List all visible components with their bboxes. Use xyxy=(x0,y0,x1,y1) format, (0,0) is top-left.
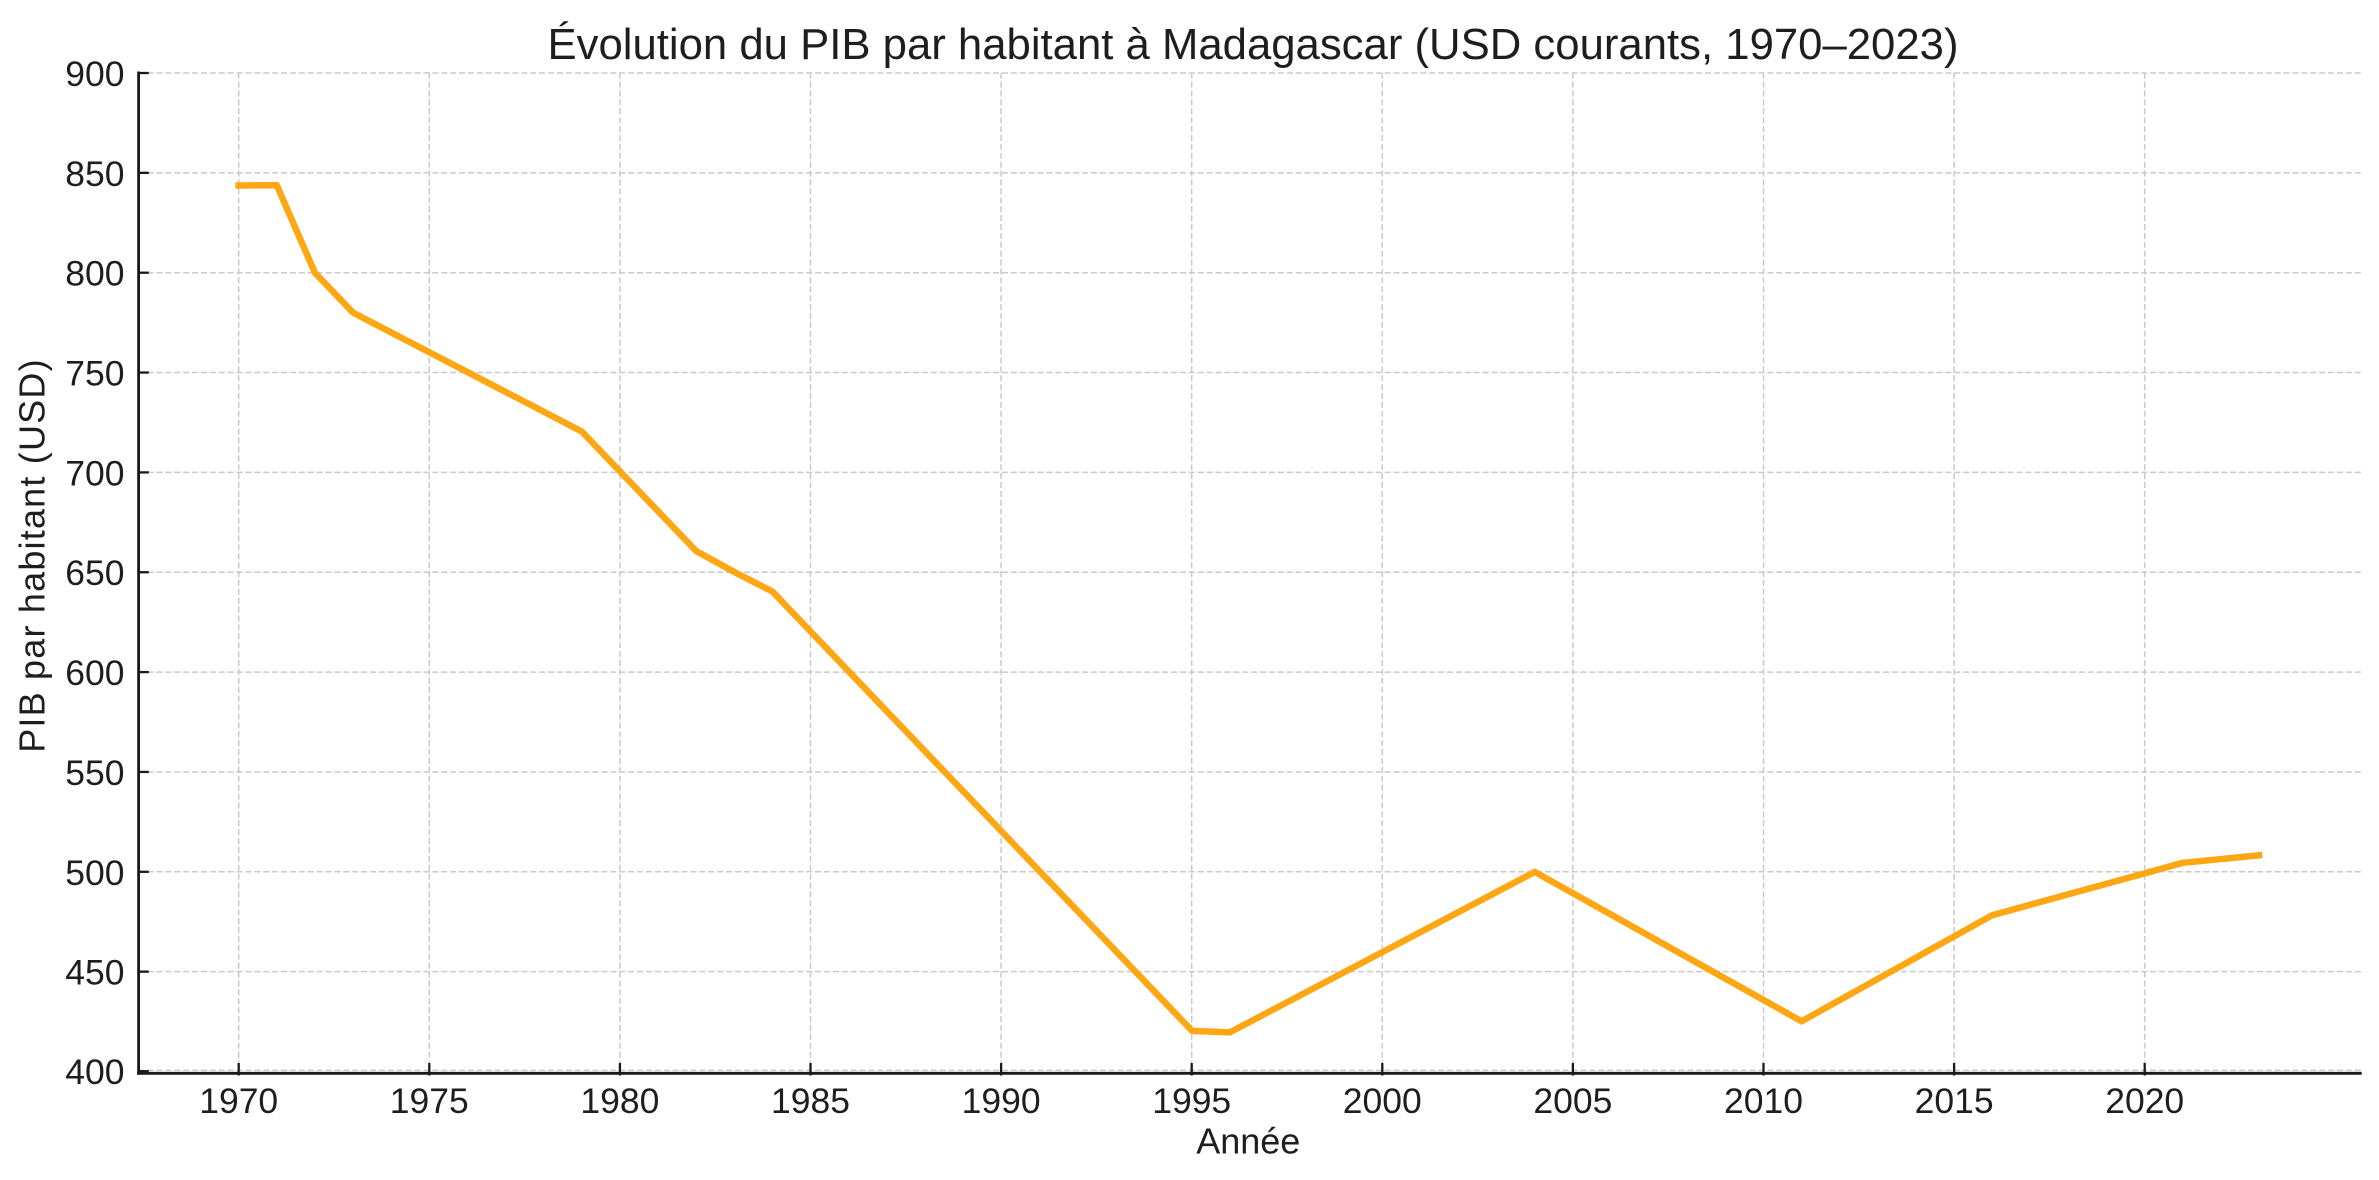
svg-text:1975: 1975 xyxy=(390,1081,469,1121)
svg-text:550: 550 xyxy=(65,753,124,793)
svg-text:650: 650 xyxy=(65,553,124,593)
svg-text:2010: 2010 xyxy=(1724,1081,1803,1121)
svg-text:450: 450 xyxy=(65,953,124,993)
svg-text:Année: Année xyxy=(1196,1121,1300,1162)
svg-text:850: 850 xyxy=(65,154,124,194)
svg-text:750: 750 xyxy=(65,354,124,394)
svg-text:500: 500 xyxy=(65,853,124,893)
svg-text:2015: 2015 xyxy=(1915,1081,1994,1121)
svg-text:900: 900 xyxy=(65,54,124,94)
svg-text:1985: 1985 xyxy=(771,1081,850,1121)
svg-text:600: 600 xyxy=(65,653,124,693)
svg-text:1990: 1990 xyxy=(962,1081,1041,1121)
svg-text:1970: 1970 xyxy=(199,1081,278,1121)
svg-text:2005: 2005 xyxy=(1533,1081,1612,1121)
svg-text:1995: 1995 xyxy=(1152,1081,1231,1121)
svg-text:Évolution du PIB par habitant: Évolution du PIB par habitant à Madagasc… xyxy=(548,20,1959,69)
svg-text:700: 700 xyxy=(65,453,124,493)
svg-text:2020: 2020 xyxy=(2105,1081,2184,1121)
svg-text:400: 400 xyxy=(65,1052,124,1092)
svg-text:2000: 2000 xyxy=(1343,1081,1422,1121)
svg-text:1980: 1980 xyxy=(580,1081,659,1121)
svg-text:800: 800 xyxy=(65,254,124,294)
svg-text:PIB par habitant (USD): PIB par habitant (USD) xyxy=(12,358,53,753)
